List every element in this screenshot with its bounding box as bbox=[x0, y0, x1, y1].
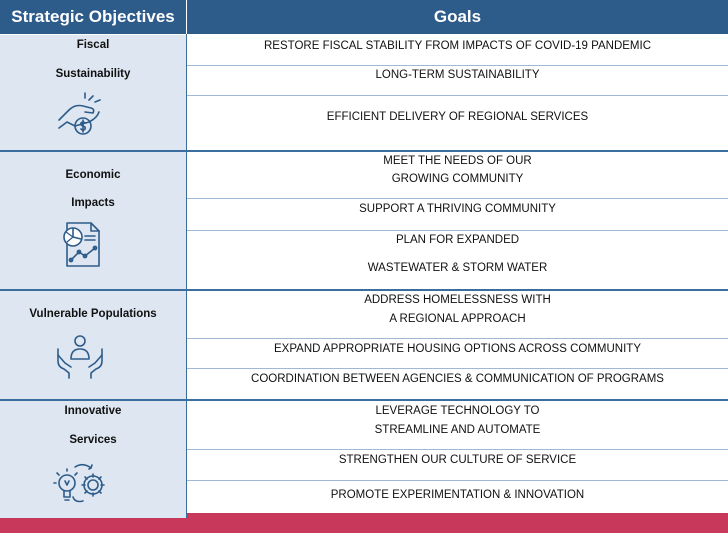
header-goals: Goals bbox=[187, 0, 728, 34]
goal-text: COORDINATION BETWEEN AGENCIES & COMMUNIC… bbox=[251, 373, 664, 385]
row-divider bbox=[187, 338, 728, 339]
goal-row: PROMOTE EXPERIMENTATION & INNOVATION bbox=[187, 481, 728, 513]
goal-text: SUPPORT A THRIVING COMMUNITY bbox=[359, 203, 556, 215]
goal-row: PLAN FOR EXPANDED WASTEWATER & STORM WAT… bbox=[187, 231, 728, 289]
goal-text-line1: ADDRESS HOMELESSNESS WITH bbox=[364, 294, 551, 306]
section-divider bbox=[0, 399, 728, 401]
header-divider bbox=[186, 0, 187, 34]
section-divider bbox=[0, 289, 728, 291]
hand-coin-icon bbox=[55, 90, 105, 140]
goal-text: STRENGTHEN OUR CULTURE OF SERVICE bbox=[338, 454, 577, 466]
objective-title-line2: Sustainability bbox=[55, 68, 131, 80]
goal-text: PROMOTE EXPERIMENTATION & INNOVATION bbox=[330, 489, 585, 501]
row-divider bbox=[187, 65, 728, 66]
objective-fiscal-sustainability: Fiscal Sustainability bbox=[0, 35, 186, 150]
section-divider bbox=[0, 150, 728, 152]
objective-title-line1: Fiscal bbox=[76, 39, 110, 51]
report-chart-icon bbox=[55, 220, 105, 270]
goal-text: RESTORE FISCAL STABILITY FROM IMPACTS OF… bbox=[263, 40, 651, 52]
goal-row: LONG-TERM SUSTAINABILITY bbox=[187, 66, 728, 95]
objective-title-line2: Impacts bbox=[71, 197, 115, 209]
goal-row: RESTORE FISCAL STABILITY FROM IMPACTS OF… bbox=[187, 35, 728, 65]
goal-row: EFFICIENT DELIVERY OF REGIONAL SERVICES bbox=[187, 96, 728, 150]
row-divider bbox=[187, 480, 728, 481]
row-divider bbox=[187, 230, 728, 231]
hands-person-icon bbox=[55, 331, 105, 381]
objective-title: Vulnerable Populations bbox=[29, 308, 157, 320]
goal-row: STRENGTHEN OUR CULTURE OF SERVICE bbox=[187, 450, 728, 480]
goal-row: LEVERAGE TECHNOLOGY TO STREAMLINE AND AU… bbox=[187, 401, 728, 449]
goal-text: EXPAND APPROPRIATE HOUSING OPTIONS ACROS… bbox=[274, 343, 641, 355]
goal-row: SUPPORT A THRIVING COMMUNITY bbox=[187, 199, 728, 230]
goal-row: COORDINATION BETWEEN AGENCIES & COMMUNIC… bbox=[187, 369, 728, 399]
column-divider bbox=[186, 34, 187, 518]
goal-text-line2: GROWING COMMUNITY bbox=[391, 173, 524, 185]
footer-bar bbox=[0, 518, 728, 533]
goal-text-line2: WASTEWATER & STORM WATER bbox=[367, 262, 548, 274]
goal-row: EXPAND APPROPRIATE HOUSING OPTIONS ACROS… bbox=[187, 339, 728, 368]
goal-row: ADDRESS HOMELESSNESS WITH A REGIONAL APP… bbox=[187, 291, 728, 338]
goal-text-line1: PLAN FOR EXPANDED bbox=[395, 234, 520, 246]
header-strategic-objectives: Strategic Objectives bbox=[0, 0, 186, 34]
row-divider bbox=[187, 95, 728, 96]
footer-accent-strip bbox=[187, 513, 728, 518]
goal-text-line2: STREAMLINE AND AUTOMATE bbox=[374, 424, 541, 436]
objective-title-line1: Innovative bbox=[64, 405, 122, 417]
row-divider bbox=[187, 449, 728, 450]
goal-text: EFFICIENT DELIVERY OF REGIONAL SERVICES bbox=[326, 111, 589, 123]
objective-title-line2: Services bbox=[69, 434, 117, 446]
lightbulb-gear-icon bbox=[53, 461, 105, 511]
objective-innovative-services: Innovative Services bbox=[0, 401, 186, 518]
objective-vulnerable-populations: Vulnerable Populations bbox=[0, 291, 186, 399]
goal-text: LONG-TERM SUSTAINABILITY bbox=[375, 69, 540, 81]
row-divider bbox=[187, 368, 728, 369]
row-divider bbox=[187, 198, 728, 199]
goal-text-line1: LEVERAGE TECHNOLOGY TO bbox=[375, 405, 540, 417]
objective-economic-impacts: Economic Impacts bbox=[0, 152, 186, 289]
objective-title-line1: Economic bbox=[65, 169, 121, 181]
goal-text-line2: A REGIONAL APPROACH bbox=[389, 313, 526, 325]
goal-row: MEET THE NEEDS OF OUR GROWING COMMUNITY bbox=[187, 152, 728, 198]
goal-text-line1: MEET THE NEEDS OF OUR bbox=[383, 155, 532, 167]
